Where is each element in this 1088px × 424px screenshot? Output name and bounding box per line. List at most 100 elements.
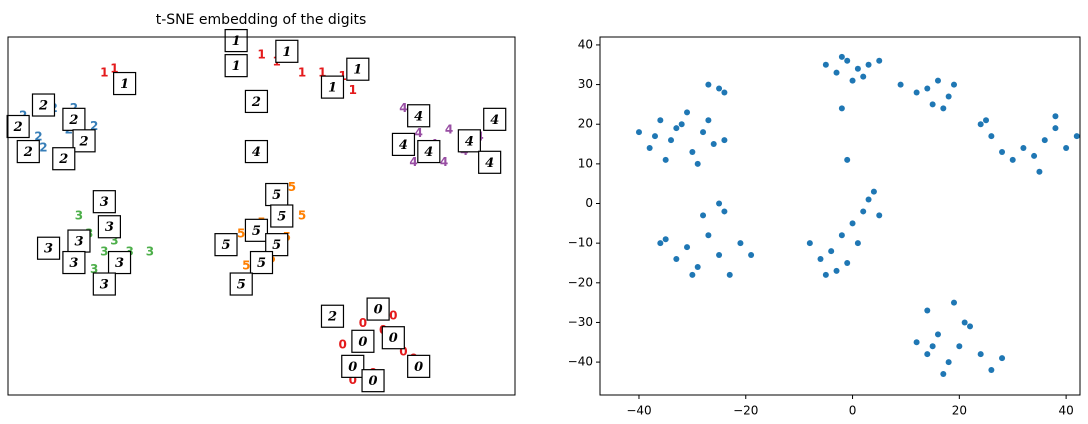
thumbnail-digit: 2 xyxy=(68,113,78,128)
point xyxy=(930,101,936,107)
point xyxy=(716,201,722,207)
point xyxy=(705,232,711,238)
thumbnail-digit: 4 xyxy=(414,109,423,124)
point xyxy=(689,149,695,155)
point xyxy=(946,93,952,99)
digit-label: 5 xyxy=(237,226,245,240)
thumbnail-digit: 5 xyxy=(221,238,230,253)
point xyxy=(988,133,994,139)
thumbnail-digit: 2 xyxy=(251,95,261,110)
point xyxy=(1010,157,1016,163)
point xyxy=(689,272,695,278)
point xyxy=(951,82,957,88)
point xyxy=(924,351,930,357)
point xyxy=(823,272,829,278)
point xyxy=(850,220,856,226)
digit-label: 3 xyxy=(100,244,108,258)
point xyxy=(956,343,962,349)
thumbnail-digit: 4 xyxy=(399,138,408,153)
figure: t-SNE embedding of the digits 0000000011… xyxy=(0,0,1088,420)
thumbnail-digit: 2 xyxy=(58,152,68,167)
point xyxy=(999,149,1005,155)
page: t-SNE embedding of the digits 0000000011… xyxy=(0,0,1088,424)
digit-label: 5 xyxy=(298,209,306,223)
point xyxy=(663,157,669,163)
point xyxy=(946,359,952,365)
x-tick-label: 0 xyxy=(849,404,857,418)
digit-label: 0 xyxy=(389,309,397,323)
thumbnail-digit: 0 xyxy=(369,374,378,389)
point xyxy=(850,78,856,84)
digit-label: 2 xyxy=(39,140,47,154)
thumbnail-digit: 4 xyxy=(485,156,494,171)
y-tick-label: 40 xyxy=(578,37,593,51)
thumbnail-digit: 3 xyxy=(100,278,109,293)
point xyxy=(914,339,920,345)
point xyxy=(844,58,850,64)
point xyxy=(839,54,845,60)
x-tick-label: 40 xyxy=(1058,404,1073,418)
point xyxy=(860,74,866,80)
point xyxy=(647,145,653,151)
digit-label: 5 xyxy=(288,180,296,194)
point xyxy=(844,157,850,163)
thumbnail-digit: 1 xyxy=(232,34,241,49)
digit-label: 4 xyxy=(445,123,453,137)
point xyxy=(866,62,872,68)
point xyxy=(737,240,743,246)
point xyxy=(988,367,994,373)
point xyxy=(1063,145,1069,151)
point xyxy=(871,189,877,195)
thumbnail-digit: 1 xyxy=(353,63,362,78)
point xyxy=(695,264,701,270)
thumbnail-digit: 5 xyxy=(272,238,281,253)
point xyxy=(636,129,642,135)
thumbnail-digit: 0 xyxy=(358,335,367,350)
thumbnail-digit: 1 xyxy=(328,81,337,96)
point xyxy=(967,323,973,329)
thumbnail-digit: 0 xyxy=(389,331,398,346)
point xyxy=(673,256,679,262)
point xyxy=(716,86,722,92)
point xyxy=(1036,169,1042,175)
point xyxy=(721,90,727,96)
point xyxy=(652,133,658,139)
digit-label: 1 xyxy=(257,47,265,61)
thumbnail-digit: 2 xyxy=(79,134,89,149)
thumbnail-digit: 5 xyxy=(257,256,266,271)
point xyxy=(1031,153,1037,159)
point xyxy=(855,240,861,246)
digit-label: 4 xyxy=(414,126,422,140)
point xyxy=(914,90,920,96)
point xyxy=(834,268,840,274)
point xyxy=(876,212,882,218)
axes-frame xyxy=(600,37,1080,395)
point xyxy=(807,240,813,246)
point xyxy=(935,78,941,84)
thumbnail-digit: 3 xyxy=(115,256,124,271)
point xyxy=(983,117,989,123)
point xyxy=(673,125,679,131)
point xyxy=(663,236,669,242)
point xyxy=(1052,125,1058,131)
thumbnail-digit: 5 xyxy=(252,224,261,239)
point xyxy=(930,343,936,349)
y-tick-label: −40 xyxy=(568,355,593,369)
point xyxy=(1074,133,1080,139)
point xyxy=(711,141,717,147)
point xyxy=(834,70,840,76)
point xyxy=(924,86,930,92)
digit-label: 0 xyxy=(359,316,367,330)
thumbnail-digit: 2 xyxy=(23,145,33,160)
digit-label: 3 xyxy=(75,209,83,223)
point xyxy=(828,248,834,254)
x-tick-label: −20 xyxy=(733,404,758,418)
point xyxy=(695,161,701,167)
thumbnail-digit: 3 xyxy=(105,220,114,235)
point xyxy=(940,371,946,377)
thumbnail-digit: 4 xyxy=(490,113,499,128)
point xyxy=(978,351,984,357)
thumbnail-digit: 5 xyxy=(272,188,281,203)
digit-label: 4 xyxy=(440,155,448,169)
digit-label: 0 xyxy=(338,337,346,351)
